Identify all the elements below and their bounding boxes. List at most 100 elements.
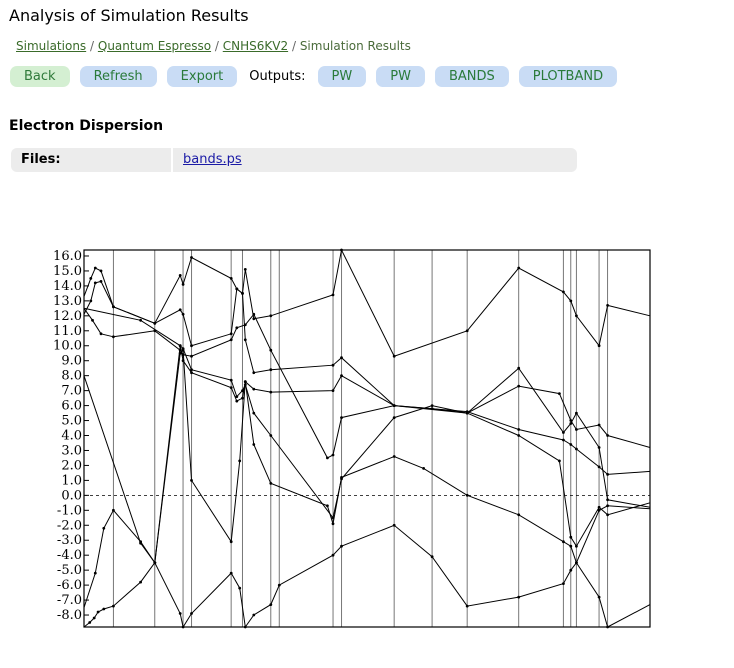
band-point [139,580,142,584]
band-point [597,344,601,348]
band-point [178,612,182,615]
band-point [575,411,578,415]
band-point [465,329,469,333]
band-point [190,371,193,375]
outputs-label: Outputs: [249,69,306,84]
band-point [241,292,244,295]
band-point [340,416,343,419]
output-bands-button[interactable]: BANDS [434,66,509,87]
band-point [252,411,256,415]
band-point [229,378,233,382]
band-point [392,455,396,458]
band-line [83,524,651,629]
band-point [558,392,561,395]
band-point [252,443,256,446]
band-point [190,354,193,358]
band-point [575,428,578,431]
band-point [392,354,396,358]
breadcrumb-simulation-id-link[interactable]: CNHS6KV2 [222,39,289,53]
y-tick-label: 13.0 [53,294,82,309]
band-point [606,473,609,476]
y-tick-label: 0.0 [61,488,82,503]
band-point [340,544,343,548]
band-point [517,384,521,388]
band-point [190,256,193,259]
band-point [430,404,434,407]
files-row: Files: bands.ps [11,148,577,172]
band-point [558,459,561,463]
band-point [181,347,185,351]
band-point [243,338,247,342]
band-point [181,625,185,629]
export-button[interactable]: Export [166,66,238,87]
back-button[interactable]: Back [10,66,70,87]
band-line [83,307,651,519]
band-point [178,308,182,312]
band-point [326,456,329,460]
y-tick-label: -4.0 [57,548,82,563]
band-point [569,422,573,425]
band-point [153,561,157,565]
band-line [83,345,651,565]
band-point [91,318,94,322]
band-point [606,625,609,629]
band-point [229,277,233,280]
band-point [243,268,247,271]
band-point [89,299,93,303]
band-point [517,366,521,370]
band-point [252,371,256,375]
band-point [517,266,521,270]
band-point [93,571,97,575]
band-point [569,544,573,548]
band-point [597,423,601,427]
band-point [235,326,239,330]
band-point [92,616,96,620]
band-point [252,387,256,391]
band-point [575,561,578,565]
y-tick-label: -7.0 [57,593,82,608]
plot-frame [83,249,651,628]
y-tick-label: 3.0 [61,443,82,458]
y-tick-label: 14.0 [53,279,82,294]
y-tick-label: 1.0 [61,473,82,488]
band-point [597,505,601,509]
output-pw-button[interactable]: PW [317,66,367,87]
band-point [112,305,115,309]
band-point [597,508,601,512]
band-point [340,374,343,378]
band-point [517,595,521,599]
band-point [331,522,335,526]
band-point [340,477,343,481]
y-tick-label: -2.0 [57,518,82,533]
band-point [93,281,97,285]
band-point [269,482,273,485]
breadcrumb-simulations-link[interactable]: Simulations [16,39,87,53]
band-point [235,399,239,403]
band-point [575,314,578,318]
breadcrumb-quantum-espresso-link[interactable]: Quantum Espresso [97,39,212,53]
y-tick-label: 7.0 [61,384,82,399]
refresh-button[interactable]: Refresh [79,66,157,87]
band-point [139,318,142,322]
output-pw-button[interactable]: PW [376,66,425,87]
band-point [606,498,609,502]
band-point [99,269,103,273]
band-point [88,621,92,624]
band-point [331,363,335,367]
band-point [597,595,601,599]
y-tick-label: -1.0 [57,503,82,518]
bands-file-link[interactable]: bands.ps [183,152,242,167]
band-point [190,479,193,482]
band-point [569,568,573,572]
output-plotband-button[interactable]: PLOTBAND [518,66,618,87]
band-point [89,277,93,280]
band-point [465,604,469,608]
y-tick-label: 8.0 [61,369,82,384]
band-point [235,395,239,398]
band-point [229,386,233,389]
band-point [238,459,242,463]
band-point [569,535,573,539]
band-point [229,332,233,336]
band-point [606,434,609,437]
band-point [153,321,157,325]
